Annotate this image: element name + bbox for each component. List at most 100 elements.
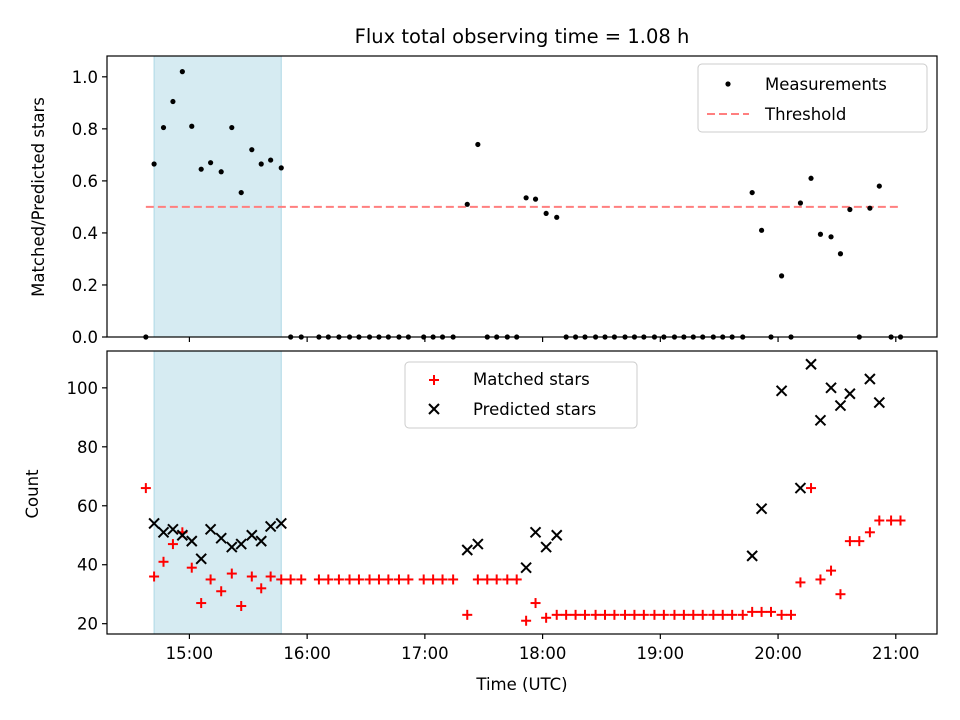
matched-star-point [216,586,227,597]
matched-star-point [246,571,257,582]
predicted-star-point [520,561,532,574]
y-tick-label: 100 [67,379,99,398]
predicted-star-point [551,529,563,541]
x-ticks-top [188,337,897,342]
x-tick-label: 21:00 [872,644,920,663]
y-tick-label: 1.0 [72,68,98,87]
y-tick-label: 0.6 [72,172,98,191]
predicted-star-point [755,503,768,515]
measurement-point [170,98,176,105]
matched-star-point [541,612,552,623]
y-tick-label: 0.2 [72,276,98,295]
matched-star-point [502,574,513,585]
measurement-point [828,234,834,240]
predicted-star-point [844,388,856,400]
matched-star-point [795,577,806,588]
matched-star-point [776,609,787,620]
predicted-star-point [204,523,217,536]
matched-star-point [766,606,776,617]
measurement-point [778,273,785,279]
matched-star-point [649,609,660,620]
y-tick-label: 20 [77,615,98,634]
legend-measurements-label: Measurements [765,75,887,94]
measurement-point [837,251,844,257]
matched-star-point [491,574,502,585]
matched-star-point [874,515,885,526]
matched-star-point [167,539,178,550]
predicted-star-point [529,526,542,539]
axes-frame-bottom [106,350,938,635]
matched-star-point [511,574,522,585]
matched-star-point [551,609,562,620]
matched-star-point [620,609,631,620]
matched-star-point [826,565,837,576]
matched-star-point [205,574,216,585]
matched-stars-points [140,483,906,626]
measurement-point [847,206,853,213]
matched-star-point [747,606,758,617]
measurement-point [160,124,167,131]
matched-star-point [717,609,728,620]
matched-star-point [658,609,669,620]
x-tick-label: 16:00 [283,644,331,663]
x-tick-label: 17:00 [401,644,449,663]
measurement-point [464,201,470,207]
matched-star-point [383,574,394,585]
matched-star-point [437,574,448,585]
measurement-point [229,124,235,131]
predicted-star-point [540,541,552,553]
legend-matched-marker [429,375,439,385]
measurement-point [758,227,765,233]
y-tick-label: 80 [77,438,98,457]
matched-star-point [727,609,738,620]
predicted-stars-points [148,358,886,574]
measurement-point [278,165,284,171]
predicted-star-point [157,526,170,539]
predicted-star-point [255,535,267,547]
matched-star-point [786,609,797,620]
measurement-point [198,166,204,172]
measurement-point [817,231,824,237]
matched-star-point [570,609,581,620]
matched-star-point [864,527,875,538]
legend-threshold-label: Threshold [764,105,846,124]
matched-star-point [149,571,160,582]
predicted-star-point [864,373,876,385]
predicted-star-point [226,541,238,553]
matched-star-point [844,536,855,547]
predicted-star-point [215,532,227,544]
axes-frame-top [106,55,938,338]
chart-title: Flux total observing time = 1.08 h [355,25,690,48]
predicted-star-point [148,517,160,530]
measurement-point [208,160,214,166]
matched-star-point [276,574,287,585]
legend-bottom-box [404,361,638,429]
matched-star-point [815,574,826,585]
x-axis-label: Time (UTC) [475,675,567,694]
matched-star-point [579,609,590,620]
predicted-star-point [246,529,258,541]
predicted-star-point [195,553,207,565]
predicted-star-point [794,482,807,494]
x-tick-label: 20:00 [754,644,802,663]
matched-star-point [835,589,846,600]
x-tick-label: 18:00 [519,644,567,663]
matched-star-point [590,609,601,620]
matched-star-point [285,574,296,585]
measurement-point [523,195,529,201]
matched-star-point [418,574,429,585]
x-tick-label: 15:00 [166,644,214,663]
predicted-star-point [167,523,179,536]
panel-counts: 20 40 60 80 100 15:00 16:00 17:00 18:00 19:00 20:… [23,350,938,694]
y-tick-label: 60 [77,497,98,516]
matched-star-point [600,609,610,620]
y-axis-label-bottom: Count [23,469,42,519]
matched-star-point [895,515,906,526]
measurement-point [189,123,195,129]
predicted-star-point [834,399,847,412]
matched-star-point [364,574,375,585]
x-tick-label: 19:00 [637,644,685,663]
legend-predicted-marker [428,403,440,415]
matched-star-point [353,574,364,585]
matched-star-point [697,609,708,620]
